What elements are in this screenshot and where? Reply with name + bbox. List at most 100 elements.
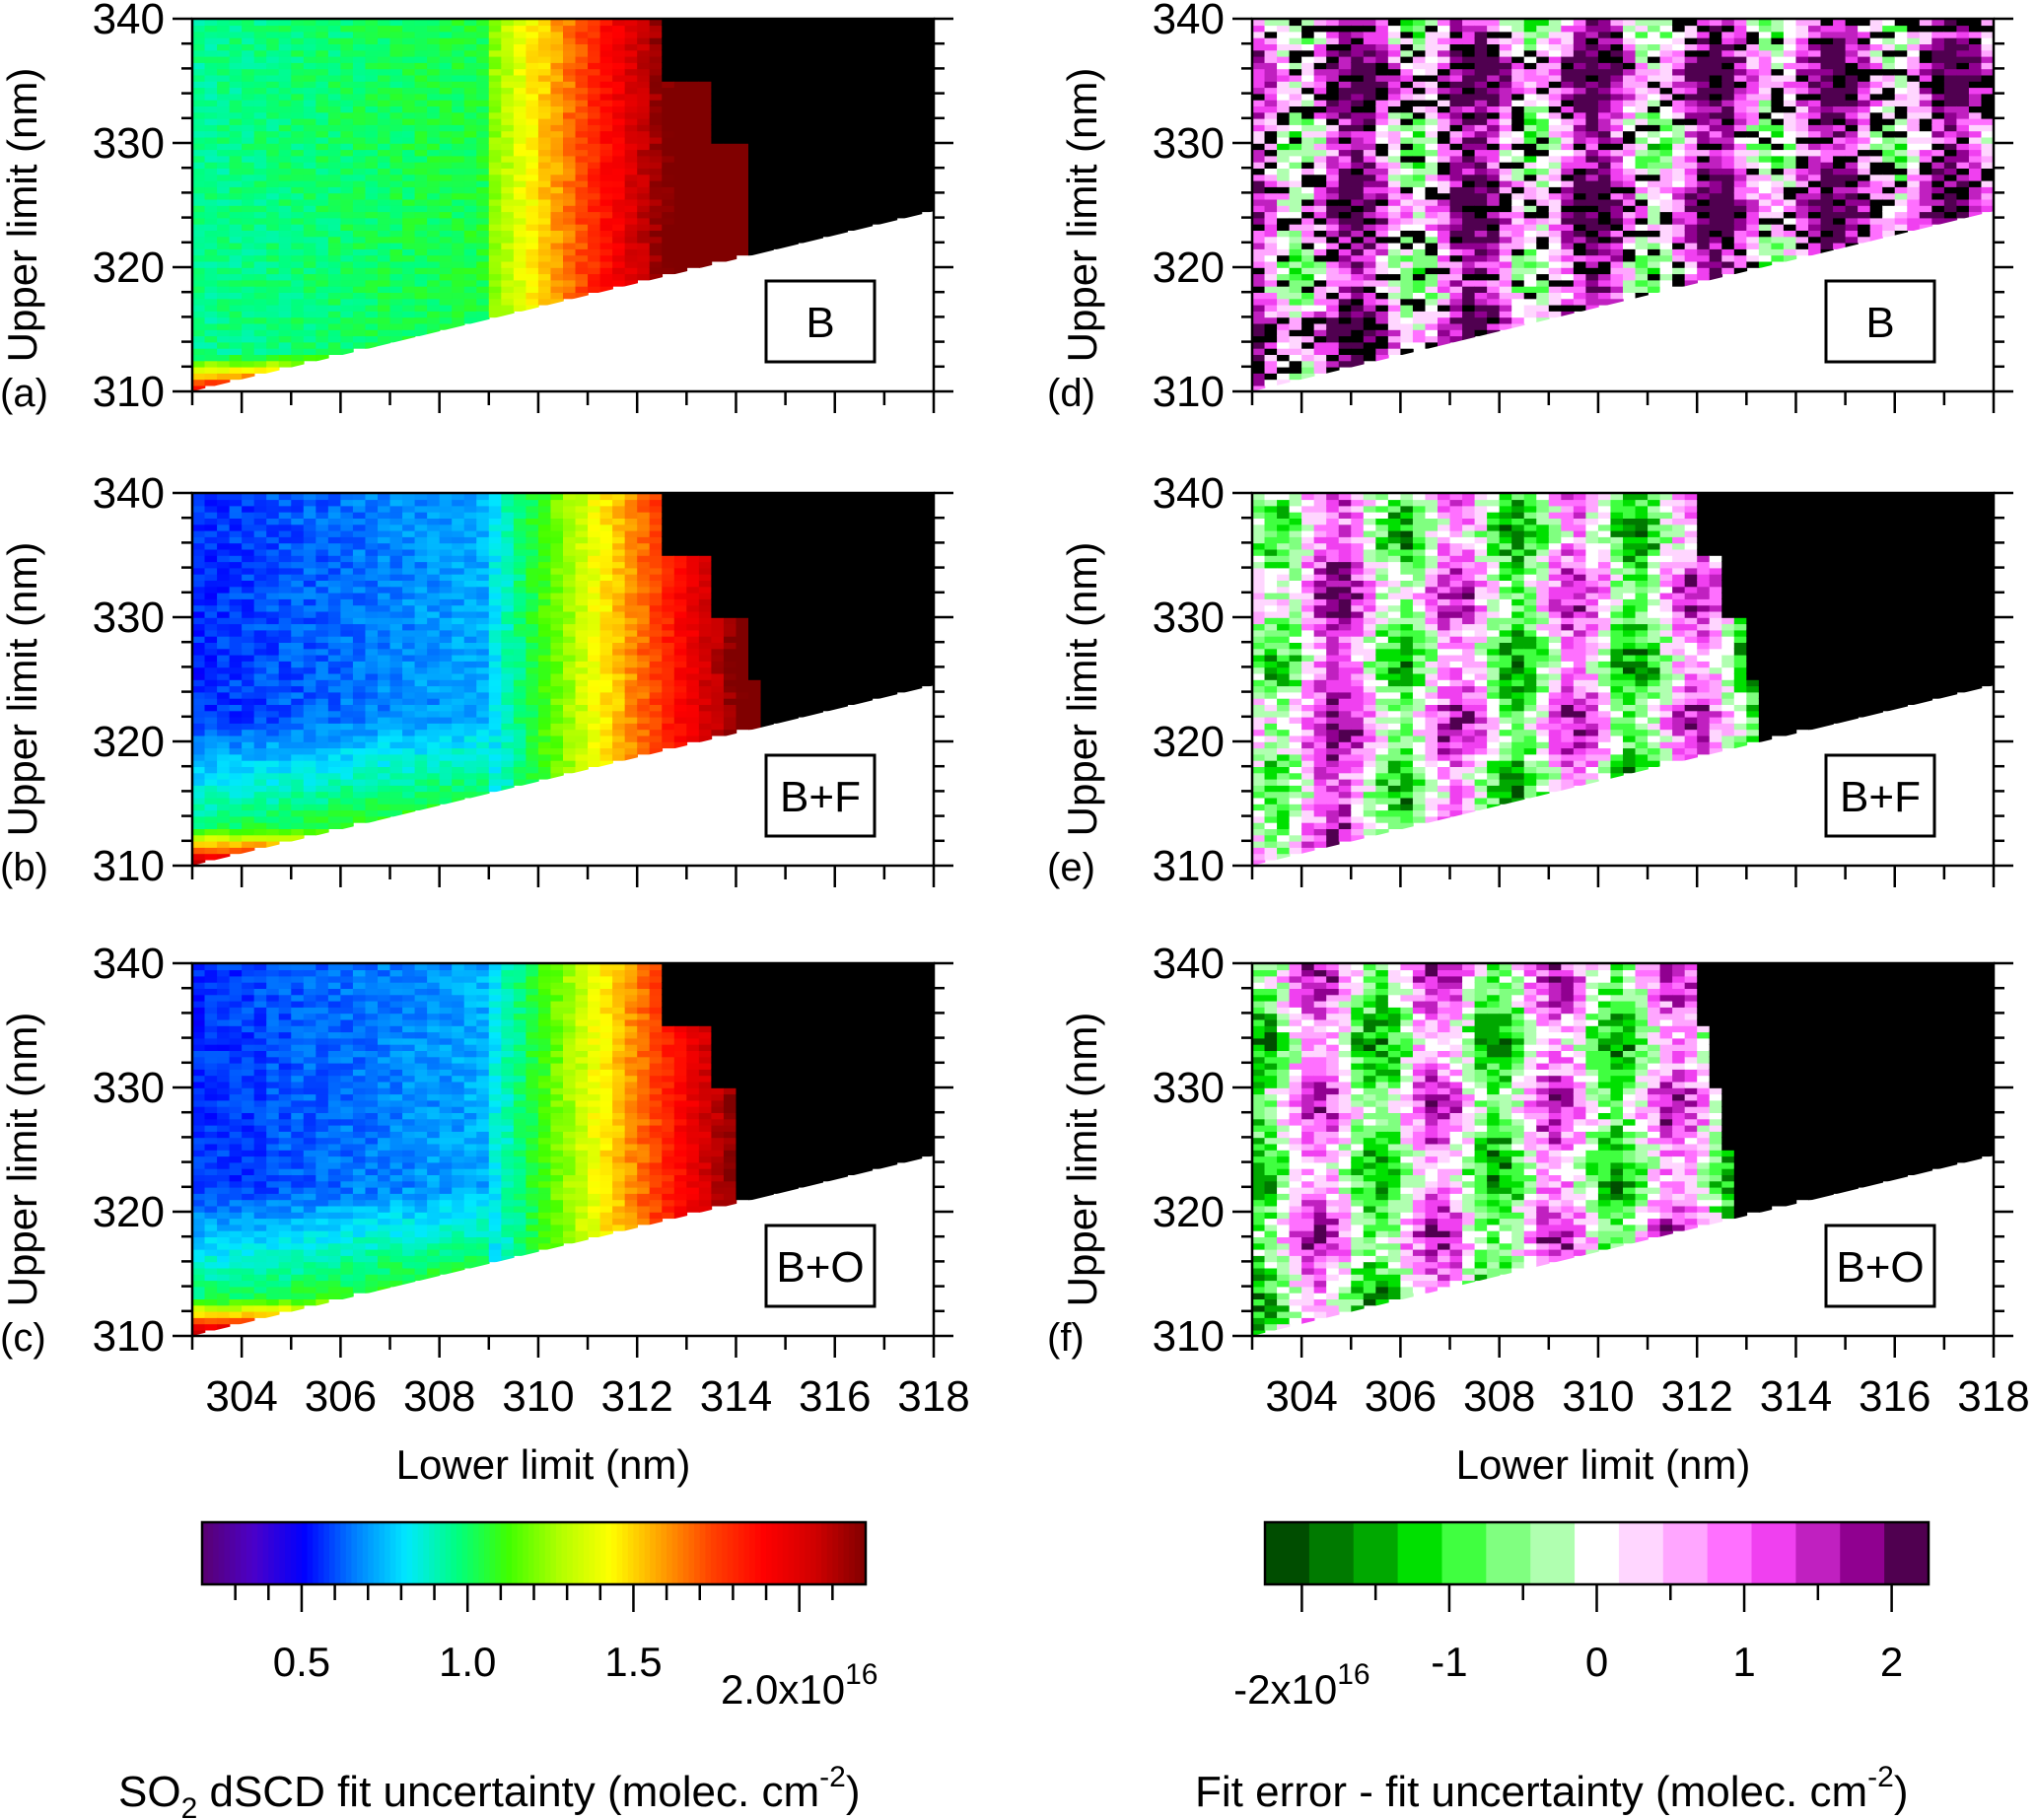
heatmap-cell [229, 298, 243, 306]
heatmap-cell [242, 592, 255, 599]
heatmap-cell [513, 304, 527, 312]
heatmap-cell [427, 316, 441, 324]
heatmap-cell [624, 511, 638, 519]
heatmap-cell [253, 341, 267, 349]
heatmap-cell [736, 704, 749, 712]
heatmap-cell [352, 236, 367, 244]
heatmap-cell [526, 710, 539, 718]
heatmap-cell [649, 710, 664, 718]
heatmap-cell [291, 285, 305, 293]
heatmap-cell [785, 161, 799, 169]
heatmap-cell [278, 43, 293, 51]
heatmap-cell [698, 710, 713, 718]
heatmap-cell [550, 161, 564, 169]
heatmap-cell [476, 555, 490, 563]
heatmap-cell [773, 242, 787, 249]
heatmap-cell [612, 198, 626, 206]
heatmap-cell [316, 87, 329, 95]
heatmap-cell [822, 105, 836, 113]
heatmap-cell [242, 87, 255, 95]
heatmap-cell [242, 49, 255, 57]
heatmap-cell [229, 117, 243, 125]
heatmap-cell [242, 260, 255, 268]
heatmap-cell [921, 49, 935, 57]
heatmap-cell [872, 25, 885, 33]
heatmap-cell [537, 648, 552, 656]
heatmap-cell [352, 499, 367, 507]
heatmap-cell [266, 130, 280, 138]
heatmap-cell [439, 74, 453, 82]
heatmap-cell [463, 610, 478, 618]
heatmap-cell [414, 161, 428, 169]
heatmap-cell [673, 666, 688, 674]
heatmap-cell [278, 704, 293, 712]
heatmap-cell [452, 25, 465, 33]
heatmap-cell [242, 766, 255, 774]
heatmap-cell [378, 729, 391, 736]
heatmap-cell [242, 567, 255, 575]
heatmap-cell [537, 68, 552, 76]
heatmap-cell [242, 555, 255, 563]
heatmap-cell [352, 248, 367, 256]
heatmap-cell [872, 124, 885, 132]
heatmap-cell [242, 179, 255, 187]
heatmap-cell [513, 136, 527, 144]
heatmap-cell [439, 542, 453, 550]
heatmap-cell [217, 155, 231, 163]
heatmap-cell [537, 499, 552, 507]
heatmap-cell [192, 248, 206, 256]
heatmap-cell [316, 117, 329, 125]
heatmap-cell [624, 155, 638, 163]
heatmap-cell [698, 654, 713, 662]
heatmap-cell [439, 791, 453, 799]
heatmap-cell [266, 43, 280, 51]
heatmap-cell [427, 697, 441, 705]
heatmap-cell [501, 254, 515, 262]
heatmap-cell [599, 74, 613, 82]
heatmap-cell [488, 242, 503, 249]
heatmap-cell [624, 586, 638, 594]
heatmap-cell [809, 136, 823, 144]
heatmap-cell [637, 117, 651, 125]
heatmap-cell [365, 555, 379, 563]
heatmap-cell [291, 809, 305, 817]
heatmap-cell [316, 223, 329, 231]
heatmap-cell [303, 592, 317, 599]
heatmap-cell [340, 329, 354, 337]
heatmap-cell [588, 211, 601, 219]
heatmap-cell [253, 840, 267, 848]
heatmap-cell [303, 31, 317, 38]
heatmap-cell [612, 242, 626, 249]
heatmap-cell [785, 68, 799, 76]
heatmap-cell [253, 273, 267, 281]
heatmap-cell [242, 19, 255, 27]
heatmap-cell [488, 285, 503, 293]
heatmap-cell [278, 19, 293, 27]
heatmap-cell [365, 697, 379, 705]
heatmap-cell [537, 124, 552, 132]
heatmap-cell [637, 536, 651, 544]
heatmap-cell [612, 217, 626, 225]
heatmap-cell [637, 68, 651, 76]
heatmap-cell [798, 179, 811, 187]
heatmap-cell [414, 685, 428, 693]
heatmap-cell [217, 617, 231, 625]
heatmap-cell [327, 617, 342, 625]
heatmap-cell [439, 111, 453, 119]
heatmap-cell [427, 672, 441, 680]
heatmap-cell [291, 499, 305, 507]
heatmap-cell [637, 654, 651, 662]
heatmap-cell [192, 847, 206, 855]
heatmap-cell [204, 43, 218, 51]
heatmap-cell [463, 617, 478, 625]
heatmap-cell [365, 25, 379, 33]
heatmap-cell [327, 205, 342, 213]
heatmap-cell [242, 341, 255, 349]
heatmap-cell [563, 155, 577, 163]
heatmap-cell [599, 242, 613, 249]
heatmap-cell [340, 49, 354, 57]
heatmap-cell [563, 685, 577, 693]
heatmap-cell [266, 55, 280, 63]
heatmap-cell [229, 267, 243, 275]
heatmap-cell [204, 505, 218, 513]
